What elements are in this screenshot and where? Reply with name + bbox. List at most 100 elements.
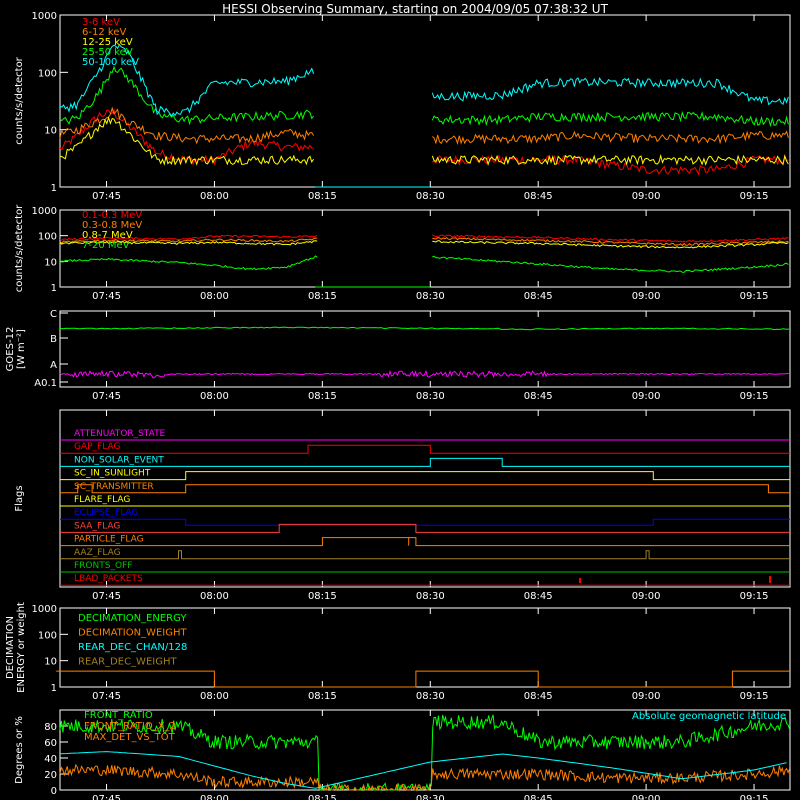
- x-tick-label: 09:00: [632, 291, 661, 302]
- x-tick-label: 09:15: [740, 591, 769, 602]
- x-tick-label: 08:45: [524, 691, 553, 702]
- ratio-series-1: [59, 763, 790, 792]
- panel-frame-hi-energy: [59, 209, 791, 288]
- flag-trace: [60, 484, 790, 494]
- flag-trace: [60, 550, 790, 560]
- ratio-y-tick-label: 0: [51, 786, 57, 797]
- legend-item-lo-energy: 25-50 keV: [82, 47, 133, 58]
- flag-label: SC_IN_SUNLIGHT: [74, 469, 151, 479]
- x-tick-label: 09:00: [632, 591, 661, 602]
- legend-item-lo-energy: 3-6 keV: [82, 17, 120, 28]
- y-tick-label: 100: [38, 232, 57, 243]
- lo-series-0: [59, 108, 789, 176]
- goes-y-tick-label: C: [50, 309, 57, 320]
- x-tick-label: 08:00: [200, 391, 229, 402]
- legend-item-hi-energy: 0.8-7 MeV: [82, 230, 133, 241]
- ratio-series-2: [59, 751, 787, 789]
- legend-item-hi-energy: 7-20 MeV: [82, 240, 130, 251]
- flag-trace: [60, 523, 790, 533]
- x-tick-label: 09:15: [740, 691, 769, 702]
- legend-item-lo-energy: 12-25 keV: [82, 37, 133, 48]
- y-tick-label: 1000: [32, 206, 57, 217]
- panel-frame-flags: [59, 409, 791, 588]
- flag-trace: [60, 518, 790, 526]
- x-tick-label: 08:00: [200, 291, 229, 302]
- ratio-y-tick-label: 20: [44, 770, 57, 781]
- ratio-y-tick-label: 60: [44, 738, 57, 749]
- x-tick-label: 08:30: [416, 391, 445, 402]
- x-tick-label: 08:00: [200, 691, 229, 702]
- x-tick-label: 08:30: [416, 291, 445, 302]
- y-axis-label2-goes: [W m⁻²]: [16, 329, 27, 369]
- flag-label: ATTENUATOR_STATE: [74, 429, 166, 439]
- x-tick-label: 09:15: [740, 794, 769, 800]
- x-tick-label: 09:00: [632, 794, 661, 800]
- x-tick-label: 07:45: [92, 191, 121, 202]
- legend-item-decimation: DECIMATION_ENERGY: [78, 613, 187, 624]
- x-tick-label: 08:15: [308, 794, 337, 800]
- x-tick-label: 08:15: [308, 591, 337, 602]
- flag-label: ECLIPSE_FLAG: [74, 508, 138, 518]
- y-tick-label: 1000: [32, 604, 57, 615]
- y-tick-label: 10: [44, 657, 57, 668]
- y-axis-label-ratios: Degrees or %: [14, 716, 25, 784]
- flag-label: FLARE_FLAG: [74, 495, 130, 505]
- flag-trace: [60, 444, 790, 454]
- legend-item-ratios: MAX_DET_VS_TOT: [84, 732, 176, 743]
- hi-series-2: [59, 240, 789, 249]
- x-tick-label: 08:30: [416, 794, 445, 800]
- x-tick-label: 09:00: [632, 391, 661, 402]
- flag-label: NON_SOLAR_EVENT: [74, 455, 164, 465]
- panel-frame-goes: [59, 310, 791, 388]
- legend-item-decimation: REAR_DEC_CHAN/128: [78, 642, 187, 653]
- x-tick-label: 09:00: [632, 191, 661, 202]
- lo-series-4: [59, 43, 789, 117]
- legend-item-hi-energy: 0.3-0.8 MeV: [82, 220, 142, 231]
- y-axis-label-flags: Flags: [14, 485, 25, 511]
- y-tick-label: 1: [51, 183, 57, 194]
- flag-trace: [60, 537, 790, 547]
- x-tick-label: 08:15: [308, 691, 337, 702]
- decimation-weight-series: [56, 670, 790, 688]
- plot-title: HESSI Observing Summary, starting on 200…: [222, 2, 608, 16]
- x-tick-label: 08:45: [524, 591, 553, 602]
- y-tick-label: 100: [38, 630, 57, 641]
- x-tick-label: 08:15: [308, 291, 337, 302]
- flag-label: AAZ_FLAG: [74, 548, 121, 558]
- flag-label: SAA_FLAG: [74, 521, 120, 531]
- legend-item-hi-energy: 0.1-0.3 MeV: [82, 210, 142, 221]
- legend-item-ratios: FRONT_RATIO: [84, 710, 153, 721]
- goes-y-tick-label: A: [50, 360, 57, 371]
- legend-item-decimation: DECIMATION_WEIGHT: [78, 628, 187, 639]
- hi-series-3: [59, 255, 789, 273]
- x-tick-label: 07:45: [92, 391, 121, 402]
- y-tick-label: 1: [51, 283, 57, 294]
- x-tick-label: 07:45: [92, 291, 121, 302]
- x-tick-label: 09:00: [632, 691, 661, 702]
- flag-label: GAP_FLAG: [74, 442, 120, 452]
- goes-y-tick-label: B: [50, 334, 57, 345]
- legend-item-ratios: FRONT_RATIO_X_2: [84, 721, 176, 732]
- goes-long-series: [59, 326, 790, 331]
- flag-trace: [60, 457, 790, 467]
- lo-series-1: [59, 106, 789, 146]
- x-tick-label: 09:15: [740, 391, 769, 402]
- flag-label: LBAD_PACKETS: [74, 574, 143, 584]
- x-tick-label: 08:45: [524, 291, 553, 302]
- y-axis-label2-decimation: ENERGY or weight: [16, 602, 27, 693]
- panel-frame-ratios: [59, 709, 791, 791]
- x-tick-label: 08:30: [416, 691, 445, 702]
- y-tick-label: 1000: [32, 11, 57, 22]
- x-tick-label: 08:30: [416, 591, 445, 602]
- goes-y-tick-label: A0.1: [34, 378, 57, 389]
- hi-series-1: [59, 237, 789, 247]
- x-tick-label: 08:45: [524, 191, 553, 202]
- x-tick-label: 07:45: [92, 591, 121, 602]
- legend-item-lo-energy: 50-100 keV: [82, 57, 139, 68]
- x-tick-label: 08:45: [524, 794, 553, 800]
- x-tick-label: 08:00: [200, 191, 229, 202]
- goes-short-series: [59, 369, 790, 379]
- panel-frame-decimation: [59, 607, 791, 688]
